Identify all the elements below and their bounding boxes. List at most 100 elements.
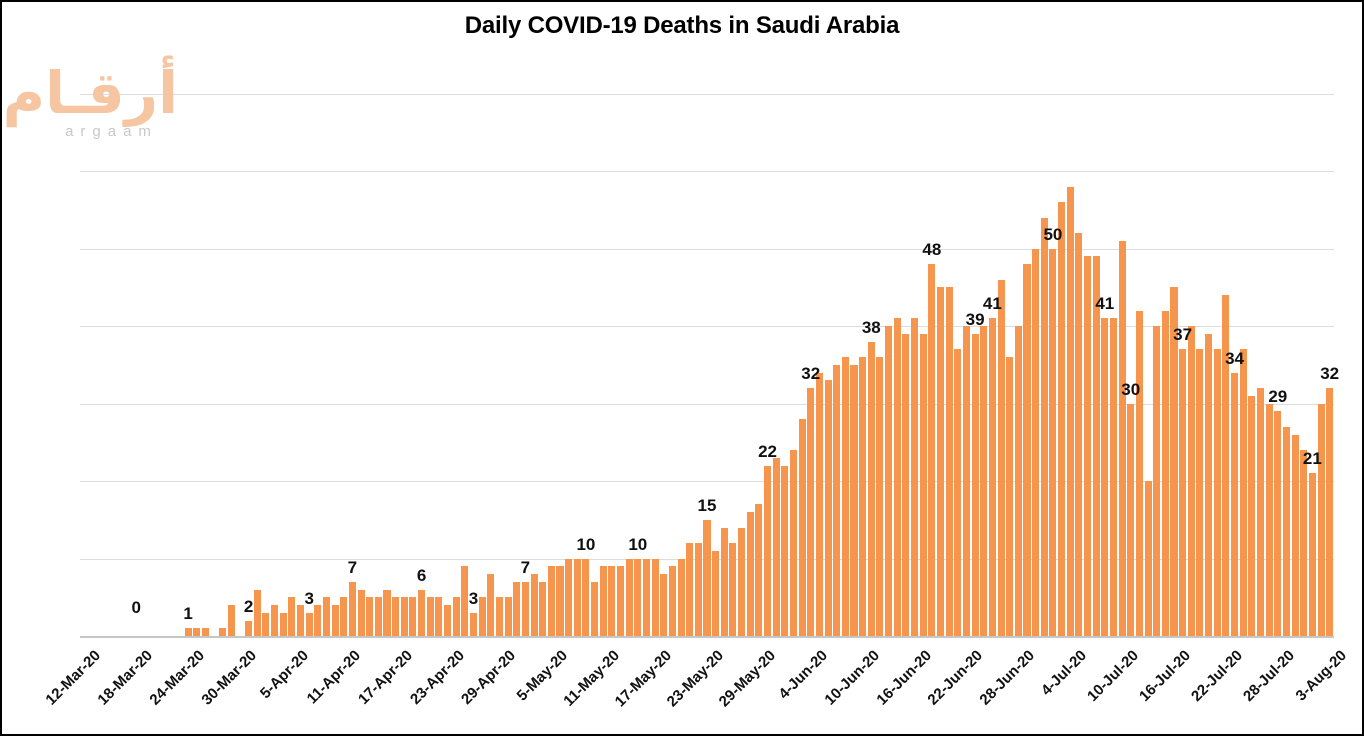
bar [521, 581, 529, 636]
bar [297, 605, 305, 636]
bar [945, 287, 953, 636]
bar [1153, 326, 1161, 636]
bar [444, 605, 452, 636]
bar [530, 574, 538, 636]
bar [1222, 295, 1230, 636]
bar [841, 357, 849, 636]
bar [798, 419, 806, 636]
bar [1127, 403, 1135, 636]
bar [435, 597, 443, 636]
gridline-y40 [80, 326, 1334, 327]
bar [1092, 256, 1100, 636]
bar-data-label: 32 [1320, 364, 1340, 383]
bar [1282, 426, 1290, 636]
bar [1308, 473, 1316, 636]
bar-data-label: 1 [183, 604, 193, 624]
bar [660, 574, 668, 636]
bar [893, 318, 901, 636]
bar [366, 597, 374, 636]
bar [859, 357, 867, 636]
bar-data-label: 32 [801, 364, 821, 383]
bar [668, 566, 676, 636]
bar [348, 581, 356, 636]
gridline-y30 [80, 403, 1334, 405]
bar [642, 558, 650, 636]
bar [686, 543, 694, 636]
bar-data-label: 3 [304, 588, 314, 608]
bar-data-label: 41 [982, 294, 1002, 314]
bar [469, 612, 478, 636]
bar [513, 581, 521, 636]
bar-data-label: 34 [1225, 348, 1244, 368]
bar [867, 341, 875, 636]
bar [305, 612, 313, 636]
bar [1300, 450, 1308, 636]
bar [936, 287, 945, 636]
bar [495, 597, 503, 636]
bar [599, 566, 607, 636]
bar [1014, 326, 1022, 636]
bar-data-label: 2 [243, 596, 254, 616]
bar [193, 628, 201, 636]
bar [919, 333, 927, 636]
bar [876, 357, 884, 636]
bar [1101, 318, 1109, 636]
bar [1239, 349, 1247, 636]
bar [971, 333, 979, 636]
bar [565, 558, 573, 636]
bar [1161, 310, 1169, 636]
bar [504, 597, 512, 636]
bar [1248, 395, 1256, 636]
bar-data-label: 7 [520, 557, 531, 577]
bar [1066, 186, 1074, 636]
bar [815, 372, 823, 636]
bar [928, 264, 936, 636]
bar [1109, 318, 1117, 636]
bar [573, 558, 581, 636]
bar [1084, 256, 1092, 636]
bar [962, 326, 970, 636]
bar-data-label: 50 [1043, 224, 1063, 244]
bar [184, 628, 192, 636]
bar [789, 450, 797, 636]
bar-data-label: 22 [758, 441, 777, 461]
bar [1135, 310, 1143, 636]
bar [1265, 403, 1273, 636]
bar [1118, 240, 1126, 636]
bar [997, 279, 1005, 636]
bar [409, 597, 417, 636]
bar [1170, 287, 1178, 636]
bar [1006, 357, 1014, 636]
bar [651, 558, 659, 636]
bar-data-label: 10 [628, 534, 648, 554]
x-axis-line [80, 636, 1334, 638]
bar-data-label: 29 [1268, 387, 1288, 407]
bar [487, 574, 495, 636]
bar [677, 558, 685, 636]
bar [539, 581, 547, 636]
bar [227, 605, 235, 636]
bar [1291, 434, 1299, 636]
bar [772, 457, 780, 636]
bar [625, 558, 633, 636]
bar [1326, 388, 1334, 636]
bar-data-label: 30 [1121, 379, 1141, 399]
bar [400, 597, 408, 636]
bar [694, 543, 702, 636]
bar [988, 318, 996, 636]
bar [1023, 264, 1031, 636]
gridline-y60 [80, 171, 1334, 172]
bar-data-label: 3 [468, 588, 479, 608]
bar [245, 620, 253, 636]
argaam-logo: أرقـام argaam [3, 64, 178, 139]
bar [418, 589, 426, 636]
bar [1205, 333, 1213, 636]
bar [426, 597, 434, 636]
bar [1213, 349, 1221, 636]
bar [340, 597, 348, 636]
bar [1274, 411, 1282, 636]
bar [712, 550, 720, 636]
bar-data-label: 48 [922, 240, 942, 259]
bar [556, 566, 564, 636]
